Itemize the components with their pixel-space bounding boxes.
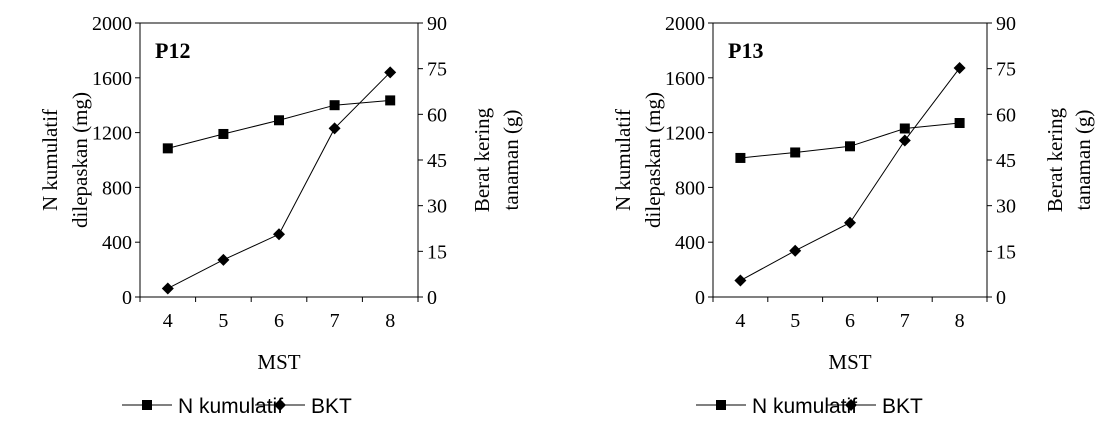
data-point-n-kumulatif — [385, 95, 396, 106]
x-tick-label: 5 — [218, 310, 228, 332]
right-y-tick-label: 15 — [427, 241, 447, 263]
left-y-axis-title: N kumulatif — [38, 109, 62, 211]
right-y-axis-title: Berat kering — [1043, 107, 1067, 212]
left-y-tick-label: 0 — [122, 287, 132, 309]
data-point-bkt — [161, 282, 174, 295]
right-y-tick-label: 0 — [427, 287, 437, 309]
right-y-tick-label: 30 — [427, 196, 447, 218]
legend-marker-square — [716, 400, 726, 410]
left-y-tick-label: 1200 — [665, 123, 705, 145]
x-tick-label: 8 — [385, 310, 395, 332]
data-point-n-kumulatif — [899, 123, 910, 134]
data-point-n-kumulatif — [954, 118, 965, 129]
legend-label: N kumulatif — [752, 395, 857, 418]
x-tick-label: 6 — [845, 310, 855, 332]
data-point-n-kumulatif — [790, 147, 801, 158]
data-point-n-kumulatif — [218, 128, 229, 139]
x-tick-label: 5 — [790, 310, 800, 332]
legend-label: BKT — [311, 395, 352, 418]
left-y-axis-title: dilepaskan (mg) — [68, 92, 92, 228]
series-line-bkt — [740, 67, 960, 281]
data-point-n-kumulatif — [162, 143, 173, 154]
data-point-bkt — [273, 228, 285, 241]
left-y-tick-label: 400 — [675, 232, 705, 254]
left-y-tick-label: 400 — [102, 232, 132, 254]
legend-label: N kumulatif — [178, 395, 283, 418]
left-y-tick-label: 800 — [102, 177, 132, 199]
left-y-tick-label: 800 — [675, 177, 705, 199]
data-point-bkt — [734, 274, 747, 287]
legend: N kumulatif BKT — [122, 395, 352, 418]
plot-area-frame — [139, 22, 419, 298]
x-tick-label: 7 — [900, 310, 910, 332]
right-y-tick-label: 60 — [996, 104, 1016, 126]
x-tick-label: 8 — [955, 310, 965, 332]
left-y-tick-label: 2000 — [92, 13, 132, 35]
right-y-tick-label: 75 — [996, 59, 1016, 81]
x-tick-label: 4 — [735, 310, 745, 332]
right-y-tick-label: 75 — [427, 59, 447, 81]
legend-label: BKT — [882, 395, 923, 418]
right-y-axis-title: Berat kering — [470, 107, 494, 212]
data-point-bkt — [898, 134, 911, 147]
panel-label: P12 — [155, 38, 190, 63]
right-y-axis-title: tanaman (g) — [1071, 110, 1095, 211]
data-point-bkt — [844, 216, 856, 229]
left-y-tick-label: 1600 — [665, 68, 705, 90]
legend-marker-diamond — [274, 399, 286, 411]
data-point-bkt — [328, 122, 341, 135]
data-point-bkt — [789, 244, 802, 257]
x-tick-label: 7 — [330, 310, 340, 332]
data-point-n-kumulatif — [274, 115, 284, 126]
legend-marker-square — [142, 400, 152, 410]
data-point-n-kumulatif — [845, 141, 855, 152]
left-y-tick-label: 0 — [695, 287, 705, 309]
right-y-axis-title: tanaman (g) — [499, 110, 523, 211]
plot-area-frame — [712, 22, 988, 298]
left-y-axis-title: dilepaskan (mg) — [641, 92, 665, 228]
right-y-tick-label: 30 — [996, 196, 1016, 218]
left-y-tick-label: 1200 — [92, 123, 132, 145]
right-y-tick-label: 90 — [996, 13, 1016, 35]
x-axis-title: MST — [828, 350, 871, 374]
series-line-n-kumulatif — [740, 122, 960, 159]
data-point-bkt — [217, 253, 230, 266]
right-y-tick-label: 0 — [996, 287, 1006, 309]
x-axis-title: MST — [257, 350, 300, 374]
data-point-bkt — [953, 62, 966, 75]
data-point-n-kumulatif — [735, 152, 746, 163]
legend: N kumulatif BKT — [696, 395, 923, 418]
x-tick-label: 4 — [163, 310, 173, 332]
right-y-tick-label: 45 — [996, 150, 1016, 172]
left-y-axis-title: N kumulatif — [611, 109, 635, 211]
right-y-tick-label: 15 — [996, 241, 1016, 263]
data-point-bkt — [384, 66, 397, 79]
left-y-tick-label: 2000 — [665, 13, 705, 35]
data-point-n-kumulatif — [329, 100, 340, 111]
right-y-tick-label: 90 — [427, 13, 447, 35]
right-y-tick-label: 45 — [427, 150, 447, 172]
series-line-bkt — [167, 71, 391, 289]
panel-label: P13 — [728, 38, 763, 63]
x-tick-label: 6 — [274, 310, 284, 332]
left-y-tick-label: 1600 — [92, 68, 132, 90]
right-y-tick-label: 60 — [427, 104, 447, 126]
legend-marker-diamond — [845, 399, 857, 411]
